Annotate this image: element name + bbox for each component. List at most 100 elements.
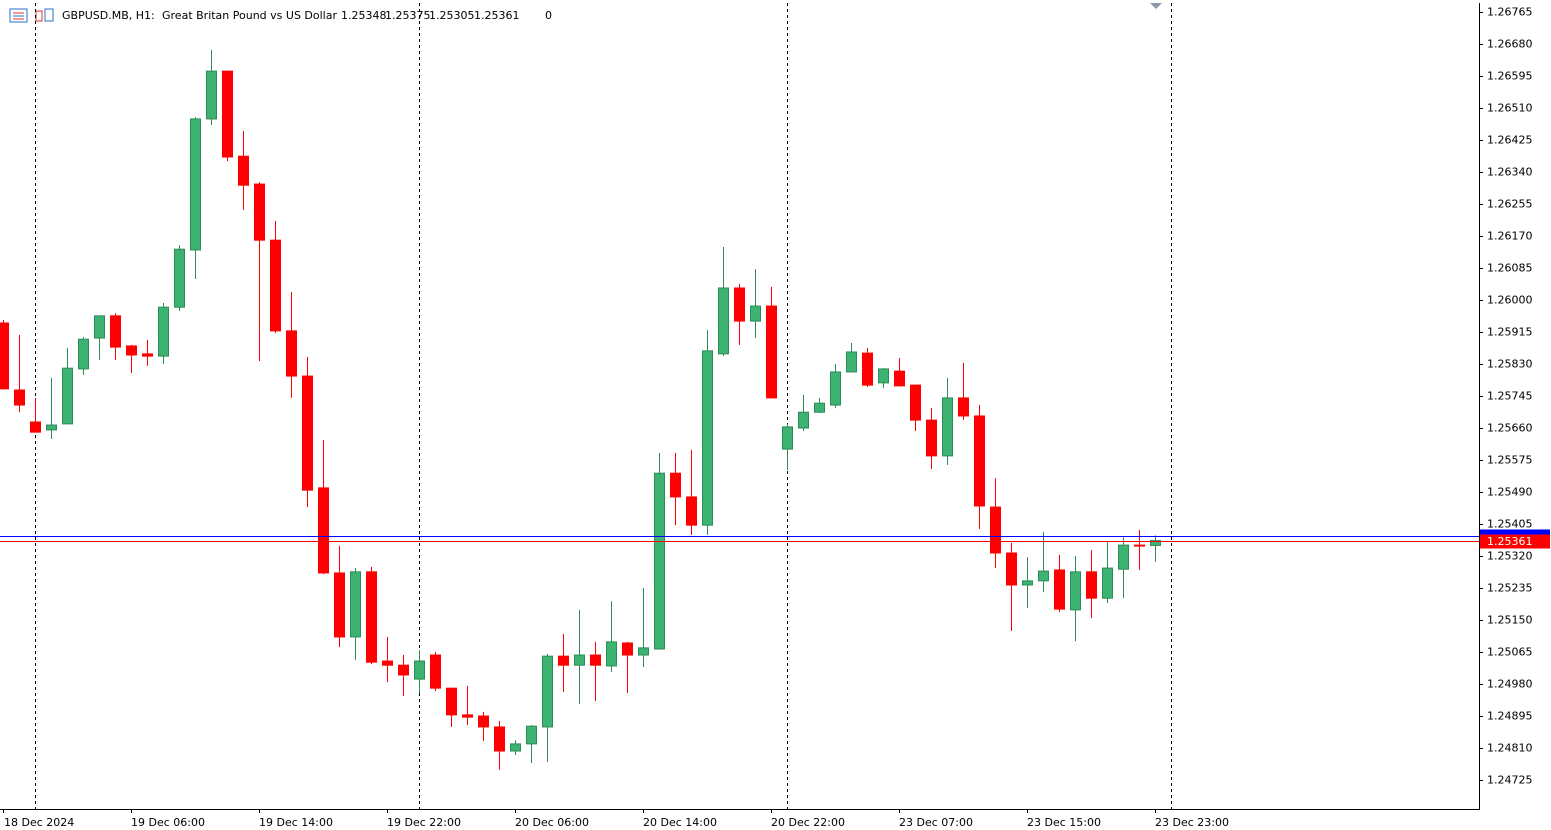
candle-body xyxy=(94,315,105,339)
shift-marker[interactable] xyxy=(1150,3,1162,9)
x-tick-label: 23 Dec 07:00 xyxy=(899,816,973,829)
candle-body xyxy=(798,411,809,429)
toolbar-icons[interactable] xyxy=(9,8,54,23)
ohlc-high: 1.25375 xyxy=(385,9,431,22)
candle-body xyxy=(62,367,73,425)
y-tick-label: 1.26255 xyxy=(1487,198,1533,211)
x-tick-label: 20 Dec 14:00 xyxy=(643,816,717,829)
price-label-box xyxy=(1480,534,1550,549)
candle-body xyxy=(494,726,505,752)
candle-body xyxy=(526,725,537,745)
candle-body xyxy=(814,402,825,413)
candle-body xyxy=(638,647,649,656)
x-tick-label: 19 Dec 06:00 xyxy=(131,816,205,829)
candle-body xyxy=(734,287,745,322)
candle-body xyxy=(350,571,361,638)
y-tick-label: 1.25490 xyxy=(1487,486,1533,499)
ohlc-open: 1.25348 xyxy=(341,9,387,22)
candle-body xyxy=(110,315,121,348)
candle-body xyxy=(1118,544,1129,570)
candle-body xyxy=(254,183,265,241)
candle-body xyxy=(942,397,953,457)
candle-body xyxy=(270,239,281,332)
candle-body xyxy=(286,330,297,377)
candle-body xyxy=(622,642,633,656)
candle-body xyxy=(974,415,985,507)
x-tick-label: 19 Dec 22:00 xyxy=(387,816,461,829)
y-tick-label: 1.25745 xyxy=(1487,390,1533,403)
candle-body xyxy=(670,472,681,498)
candle-body xyxy=(846,351,857,373)
chart-icon[interactable] xyxy=(44,8,54,22)
candle-body xyxy=(878,368,889,384)
candle-body xyxy=(1102,567,1113,599)
candle-body xyxy=(990,506,1001,554)
y-tick-label: 1.25915 xyxy=(1487,326,1533,339)
candle-body xyxy=(590,654,601,666)
y-tick-label: 1.24810 xyxy=(1487,742,1533,755)
candle-body xyxy=(766,305,777,399)
y-tick-label: 1.26170 xyxy=(1487,230,1533,243)
chart-icon[interactable] xyxy=(35,10,43,22)
candle-body xyxy=(430,654,441,689)
candle-body xyxy=(910,384,921,421)
candle-body xyxy=(1054,569,1065,610)
ohlc-low: 1.25305 xyxy=(429,9,475,22)
info-value: 0 xyxy=(545,9,552,22)
candle-body xyxy=(1070,571,1081,611)
y-tick-label: 1.26425 xyxy=(1487,134,1533,147)
candle-body xyxy=(126,345,137,356)
candle-body xyxy=(318,487,329,574)
candle-body xyxy=(1150,540,1161,546)
y-tick-label: 1.25150 xyxy=(1487,614,1533,627)
candle-body xyxy=(558,655,569,666)
candle-body xyxy=(446,687,457,716)
x-tick-label: 23 Dec 23:00 xyxy=(1155,816,1229,829)
candle-body xyxy=(238,155,249,186)
y-tick-label: 1.25830 xyxy=(1487,358,1533,371)
candle-body xyxy=(206,70,217,120)
candle-body xyxy=(718,287,729,355)
candle-body xyxy=(750,305,761,322)
y-tick-label: 1.24725 xyxy=(1487,774,1533,787)
candle-body xyxy=(958,397,969,417)
candle-body xyxy=(142,353,153,357)
y-tick-label: 1.26595 xyxy=(1487,70,1533,83)
candle-body xyxy=(510,743,521,752)
candle-body xyxy=(174,248,185,308)
candle-body xyxy=(862,352,873,386)
candle-body xyxy=(366,571,377,663)
candle-body xyxy=(654,472,665,650)
candle-body xyxy=(1022,580,1033,586)
description: Great Britan Pound vs US Dollar xyxy=(162,9,337,22)
y-tick-label: 1.25575 xyxy=(1487,454,1533,467)
y-tick-label: 1.26680 xyxy=(1487,38,1533,51)
y-tick-label: 1.25660 xyxy=(1487,422,1533,435)
y-tick-label: 1.25235 xyxy=(1487,582,1533,595)
y-tick-label: 1.25320 xyxy=(1487,550,1533,563)
candle-body xyxy=(30,421,41,433)
y-tick-label: 1.26765 xyxy=(1487,6,1533,19)
candle-body xyxy=(334,572,345,638)
x-tick-label: 19 Dec 14:00 xyxy=(259,816,333,829)
candle-body xyxy=(542,655,553,728)
candle-body xyxy=(302,375,313,491)
y-tick-label: 1.25405 xyxy=(1487,518,1533,531)
candle-body xyxy=(1038,570,1049,582)
candle-body xyxy=(46,424,57,431)
candle-body xyxy=(478,715,489,728)
candle-body xyxy=(462,714,473,718)
symbol: GBPUSD.MB, H1: xyxy=(62,9,155,22)
y-tick-label: 1.24895 xyxy=(1487,710,1533,723)
candle-body xyxy=(926,419,937,457)
candle-body xyxy=(606,641,617,667)
candle-body xyxy=(0,322,9,390)
x-tick-label: 20 Dec 06:00 xyxy=(515,816,589,829)
candle-body xyxy=(1086,571,1097,599)
candle-body xyxy=(830,371,841,406)
candle-body xyxy=(702,350,713,526)
candle-body xyxy=(1134,544,1145,547)
